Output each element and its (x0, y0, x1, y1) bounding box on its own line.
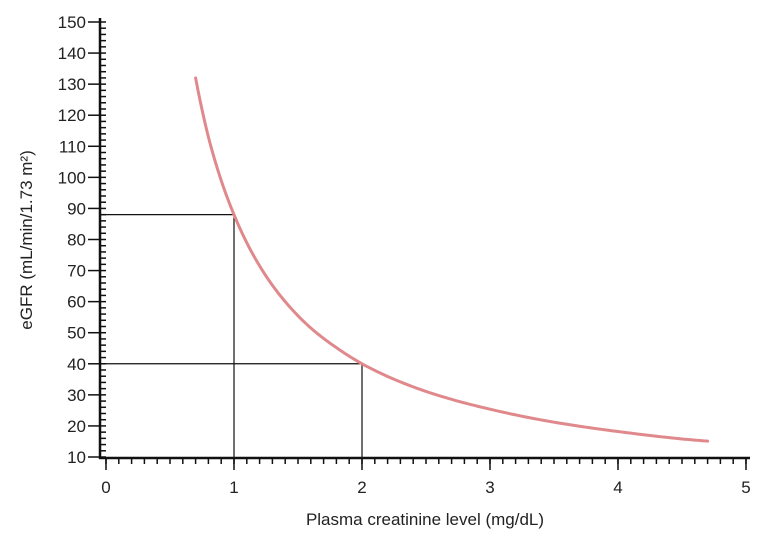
x-tick-label: 0 (101, 478, 110, 497)
y-tick-label: 20 (67, 417, 86, 436)
axes: 10 20 30 40 50 60 70 80 90 100 110 120 130 140 150 0 1 2 3… (58, 13, 751, 497)
x-tick-label: 5 (741, 478, 750, 497)
egfr-curve (194, 76, 710, 443)
y-tick-label: 130 (58, 75, 86, 94)
x-axis-label: Plasma creatinine level (mg/dL) (306, 510, 544, 529)
x-tick-label: 3 (485, 478, 494, 497)
y-tick-label: 80 (67, 231, 86, 250)
y-tick-label: 110 (59, 137, 86, 156)
y-tick-label: 150 (58, 13, 86, 32)
y-tick-label: 120 (58, 106, 86, 125)
y-axis-label: eGFR (mL/min/1.73 m²) (17, 150, 36, 329)
reference-lines (100, 214, 363, 458)
y-tick-label: 60 (67, 293, 86, 312)
y-tick-label: 50 (67, 324, 86, 343)
x-tick-label: 1 (229, 478, 238, 497)
y-tick-label: 40 (67, 355, 86, 374)
y-tick-label: 30 (67, 386, 86, 405)
y-tick-label: 10 (67, 448, 86, 467)
y-tick-label: 140 (58, 44, 86, 63)
y-tick-label: 90 (67, 199, 86, 218)
y-tick-label: 70 (67, 262, 86, 281)
series (194, 76, 710, 443)
y-tick-label: 100 (58, 168, 86, 187)
x-tick-label: 4 (613, 478, 622, 497)
x-tick-label: 2 (357, 478, 366, 497)
